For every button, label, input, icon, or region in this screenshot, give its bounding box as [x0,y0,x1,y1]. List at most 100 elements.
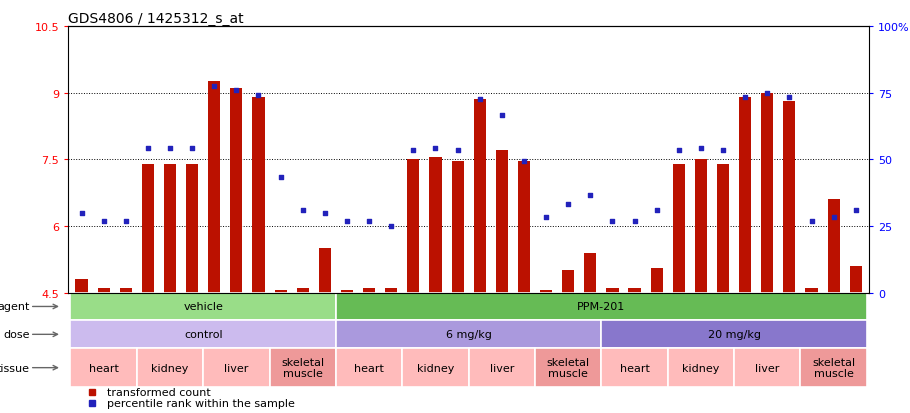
Point [738,95,753,101]
Point [627,218,642,225]
Bar [341,291,353,293]
Bar [70,293,336,320]
Bar [761,93,774,293]
Text: 6 mg/kg: 6 mg/kg [446,330,491,339]
Text: skeletal
muscle: skeletal muscle [281,357,324,379]
Text: heart: heart [620,363,650,373]
Bar [535,349,602,387]
Point [163,145,177,152]
Point [517,159,531,165]
Text: liver: liver [755,363,780,373]
Point [251,92,266,99]
Bar [164,164,177,293]
Bar [602,320,867,349]
Text: 20 mg/kg: 20 mg/kg [708,330,761,339]
Point [450,148,465,154]
Point [339,218,354,225]
Point [229,88,244,95]
Point [273,174,288,181]
Point [207,83,221,90]
Point [318,210,332,216]
Bar [801,349,867,387]
Text: skeletal
muscle: skeletal muscle [547,357,590,379]
Bar [496,151,508,293]
Point [583,192,598,199]
Bar [584,253,596,293]
Bar [784,102,795,293]
Bar [76,280,87,293]
Text: control: control [184,330,223,339]
Bar [651,268,662,293]
Bar [70,320,336,349]
Text: agent: agent [0,302,30,312]
Bar [695,160,707,293]
Bar [402,349,469,387]
Bar [850,266,862,293]
Bar [97,288,110,293]
Bar [142,164,154,293]
Text: vehicle: vehicle [183,302,223,312]
Bar [318,249,331,293]
Text: dose: dose [4,330,30,339]
Text: heart: heart [88,363,118,373]
Bar [827,200,840,293]
Bar [518,162,530,293]
Text: transformed count: transformed count [106,387,210,398]
Point [141,145,156,152]
Bar [203,349,269,387]
Bar [805,288,817,293]
Bar [739,98,752,293]
Point [296,207,310,214]
Point [539,214,553,221]
Point [826,214,841,221]
Point [384,223,399,230]
Bar [186,164,198,293]
Point [362,218,377,225]
Bar [208,82,220,293]
Text: GDS4806 / 1425312_s_at: GDS4806 / 1425312_s_at [68,12,244,26]
Point [429,145,443,152]
Bar [602,349,668,387]
Point [760,90,774,97]
Point [672,148,686,154]
Text: liver: liver [224,363,248,373]
Point [848,207,863,214]
Point [96,218,111,225]
Text: PPM-201: PPM-201 [577,302,625,312]
Bar [297,288,308,293]
Point [185,145,199,152]
Bar [734,349,801,387]
Point [472,97,487,103]
Bar [540,291,552,293]
Point [561,201,575,207]
Bar [363,288,375,293]
Bar [136,349,203,387]
Bar [668,349,734,387]
Bar [430,158,441,293]
Text: kidney: kidney [151,363,188,373]
Text: heart: heart [354,363,384,373]
Bar [336,293,867,320]
Point [118,218,133,225]
Point [494,112,509,119]
Bar [473,100,486,293]
Point [406,148,420,154]
Bar [70,349,136,387]
Text: tissue: tissue [0,363,30,373]
Bar [629,288,641,293]
Bar [408,160,420,293]
Point [716,148,731,154]
Point [75,210,89,216]
Bar [562,271,574,293]
Bar [469,349,535,387]
Text: liver: liver [490,363,514,373]
Bar [385,288,398,293]
Point [782,95,796,101]
Bar [336,349,402,387]
Bar [606,288,619,293]
Bar [717,164,729,293]
Bar [269,349,336,387]
Point [605,218,620,225]
Bar [336,320,602,349]
Text: kidney: kidney [682,363,720,373]
